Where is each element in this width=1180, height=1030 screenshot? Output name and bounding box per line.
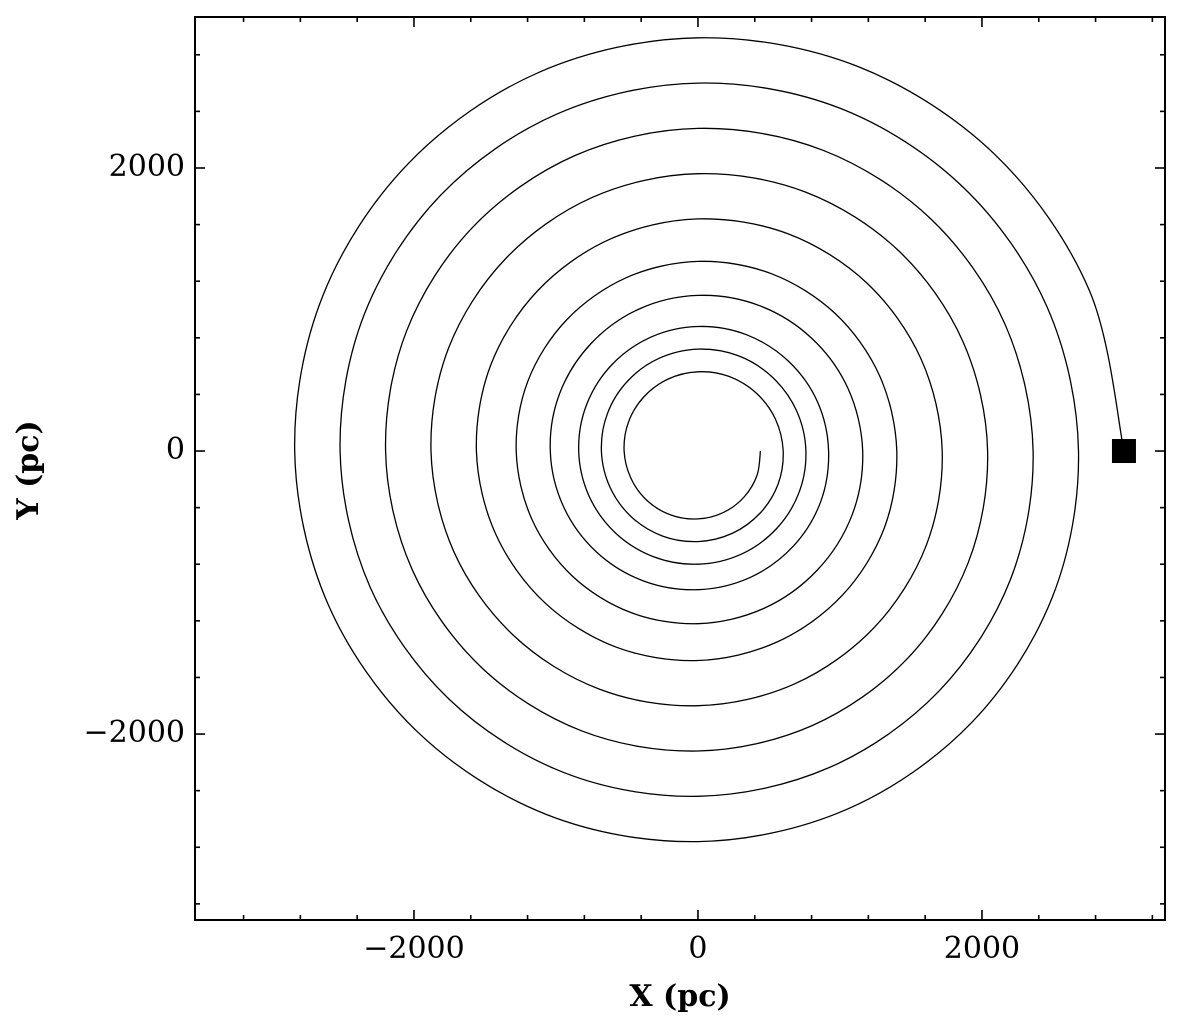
x-tick-label: 2000	[944, 931, 1020, 966]
x-tick-label: 0	[688, 931, 707, 966]
orbit-line	[294, 37, 1125, 843]
x-tick-label: −2000	[363, 931, 464, 966]
y-axis-label: Y (pc)	[11, 420, 46, 521]
start-marker	[1111, 439, 1136, 464]
x-axis-label: X (pc)	[629, 979, 730, 1014]
y-tick-label: 0	[166, 432, 185, 467]
plot-frame	[194, 16, 1166, 921]
y-tick-label: −2000	[84, 715, 185, 750]
y-tick-label: 2000	[109, 149, 185, 184]
